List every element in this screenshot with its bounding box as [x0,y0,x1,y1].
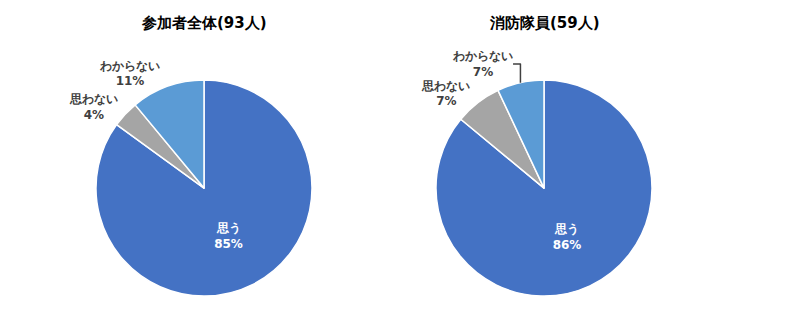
svg-text:思う85%: 思う85% [214,221,243,251]
svg-text:消防隊員(59人): 消防隊員(59人) [489,14,600,32]
svg-text:思わない7%: 思わない7% [421,79,470,109]
svg-text:参加者全体(93人): 参加者全体(93人) [141,14,267,32]
svg-text:わからない7%: わからない7% [452,49,513,79]
svg-text:思わない4%: 思わない4% [69,92,118,122]
svg-text:わからない11%: わからない11% [99,59,160,89]
svg-text:思う86%: 思う86% [553,222,582,252]
